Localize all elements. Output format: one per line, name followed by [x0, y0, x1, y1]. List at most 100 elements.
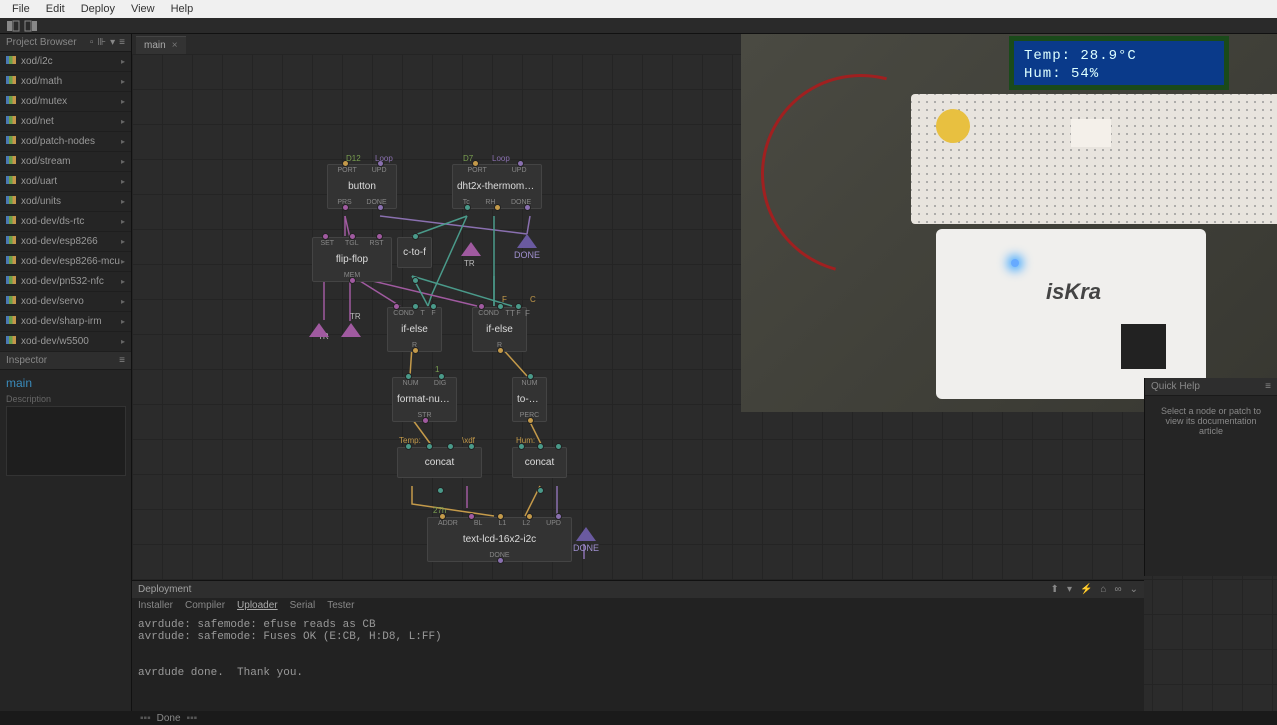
library-item[interactable]: xod-dev/sharp-irm▸ — [0, 312, 131, 332]
pin[interactable] — [555, 513, 562, 520]
library-item[interactable]: xod/net▸ — [0, 112, 131, 132]
pin[interactable] — [412, 347, 419, 354]
library-item[interactable]: xod/units▸ — [0, 192, 131, 212]
deploy-tab-compiler[interactable]: Compiler — [185, 600, 225, 611]
pin[interactable] — [412, 277, 419, 284]
menu-edit[interactable]: Edit — [38, 3, 73, 15]
bug-icon[interactable]: ⌂ — [1100, 584, 1106, 595]
menu-file[interactable]: File — [4, 3, 38, 15]
status-dots-right: ▪▪▪ — [187, 713, 198, 724]
link-icon[interactable]: ∞ — [1114, 584, 1121, 595]
done-marker[interactable]: DONE — [514, 234, 540, 260]
flash-icon[interactable]: ⚡ — [1080, 584, 1092, 595]
library-item[interactable]: xod/mutex▸ — [0, 92, 131, 112]
pin[interactable] — [349, 277, 356, 284]
pin[interactable] — [376, 233, 383, 240]
lcd-line2: Hum: 54% — [1024, 65, 1214, 83]
pin[interactable] — [497, 513, 504, 520]
pin[interactable] — [422, 417, 429, 424]
pin[interactable] — [517, 160, 524, 167]
quickhelp-header: Quick Help ≡ — [1145, 378, 1277, 396]
deploy-tab-serial[interactable]: Serial — [290, 600, 316, 611]
pin[interactable] — [515, 303, 522, 310]
deployment-title: Deployment — [138, 584, 191, 595]
deploy-tab-tester[interactable]: Tester — [327, 600, 354, 611]
pin[interactable] — [537, 443, 544, 450]
pin[interactable] — [342, 204, 349, 211]
node-dht[interactable]: PORTUPDdht2x-thermometerTcRHDONE — [452, 164, 542, 209]
library-item[interactable]: xod/stream▸ — [0, 152, 131, 172]
pin[interactable] — [524, 204, 531, 211]
arduino-board — [936, 229, 1206, 399]
canvas-label: \xdf — [462, 436, 475, 445]
toggle-right-icon[interactable] — [24, 19, 38, 33]
node-concat2[interactable]: concat — [512, 447, 567, 478]
menu-view[interactable]: View — [123, 3, 163, 15]
upload-icon[interactable]: ⬆ — [1051, 584, 1059, 595]
pin[interactable] — [497, 303, 504, 310]
tab-main[interactable]: main × — [136, 36, 186, 54]
node-concat1[interactable]: concat — [397, 447, 482, 478]
pin[interactable] — [412, 303, 419, 310]
library-item[interactable]: xod-dev/esp8266▸ — [0, 232, 131, 252]
menu-deploy[interactable]: Deploy — [73, 3, 123, 15]
pin[interactable] — [430, 303, 437, 310]
tr-marker[interactable] — [341, 321, 361, 337]
node-ifelse2[interactable]: CONDTFif-elseR — [472, 307, 527, 352]
pin[interactable] — [437, 487, 444, 494]
deploy-tab-installer[interactable]: Installer — [138, 600, 173, 611]
node-ifelse1[interactable]: CONDTFif-elseR — [387, 307, 442, 352]
canvas-label: 1 — [435, 365, 439, 374]
description-input[interactable] — [6, 406, 126, 476]
pin[interactable] — [527, 373, 534, 380]
pin[interactable] — [464, 204, 471, 211]
quickhelp-menu-icon[interactable]: ≡ — [1265, 381, 1271, 392]
tab-close-icon[interactable]: × — [172, 40, 178, 51]
menu-icon[interactable]: ≡ — [119, 37, 125, 48]
node-formatnum[interactable]: NUMDIGformat-num...STR — [392, 377, 457, 422]
inspector-menu-icon[interactable]: ≡ — [119, 355, 125, 366]
library-item[interactable]: xod/uart▸ — [0, 172, 131, 192]
pin[interactable] — [377, 204, 384, 211]
canvas-label: D7 — [463, 154, 473, 163]
pin[interactable] — [526, 513, 533, 520]
canvas-label: TR — [350, 312, 361, 321]
library-item[interactable]: xod-dev/w5500▸ — [0, 332, 131, 352]
node-tope[interactable]: NUMto-pe...PERC — [512, 377, 547, 422]
pin[interactable] — [412, 233, 419, 240]
tr-marker[interactable] — [309, 321, 329, 337]
new-patch-icon[interactable]: ▫ — [90, 37, 94, 48]
sidebar-right: Quick Help ≡ Select a node or patch to v… — [1144, 378, 1277, 576]
menu-help[interactable]: Help — [163, 3, 202, 15]
library-item[interactable]: xod/i2c▸ — [0, 52, 131, 72]
filter-icon[interactable]: ▾ — [110, 37, 115, 48]
library-item[interactable]: xod-dev/ds-rtc▸ — [0, 212, 131, 232]
library-item[interactable]: xod-dev/servo▸ — [0, 292, 131, 312]
pin[interactable] — [438, 373, 445, 380]
pin[interactable] — [497, 557, 504, 564]
toggle-left-icon[interactable] — [6, 19, 20, 33]
pin[interactable] — [527, 417, 534, 424]
pin[interactable] — [555, 443, 562, 450]
filter2-icon[interactable]: ▾ — [1067, 584, 1072, 595]
tr-marker[interactable] — [461, 240, 481, 256]
done-marker[interactable]: DONE — [573, 527, 599, 553]
pin[interactable] — [426, 443, 433, 450]
node-lcd[interactable]: ADDRBLL1L2UPDtext-lcd-16x2-i2cDONE — [427, 517, 572, 562]
pin[interactable] — [468, 513, 475, 520]
node-flipflop[interactable]: SETTGLRSTflip-flopMEM — [312, 237, 392, 282]
pin[interactable] — [497, 347, 504, 354]
pin[interactable] — [349, 233, 356, 240]
expand-icon[interactable]: ⌄ — [1130, 584, 1138, 595]
library-item[interactable]: xod-dev/esp8266-mcu▸ — [0, 252, 131, 272]
pin[interactable] — [537, 487, 544, 494]
deploy-tab-uploader[interactable]: Uploader — [237, 600, 278, 611]
library-item[interactable]: xod/math▸ — [0, 72, 131, 92]
pin[interactable] — [494, 204, 501, 211]
node-ctof[interactable]: c-to-f — [397, 237, 432, 268]
node-button[interactable]: PORTUPDbuttonPRSDONE — [327, 164, 397, 209]
sort-icon[interactable]: ⊪ — [97, 37, 106, 48]
library-item[interactable]: xod/patch-nodes▸ — [0, 132, 131, 152]
toolbar — [0, 18, 1277, 34]
library-item[interactable]: xod-dev/pn532-nfc▸ — [0, 272, 131, 292]
